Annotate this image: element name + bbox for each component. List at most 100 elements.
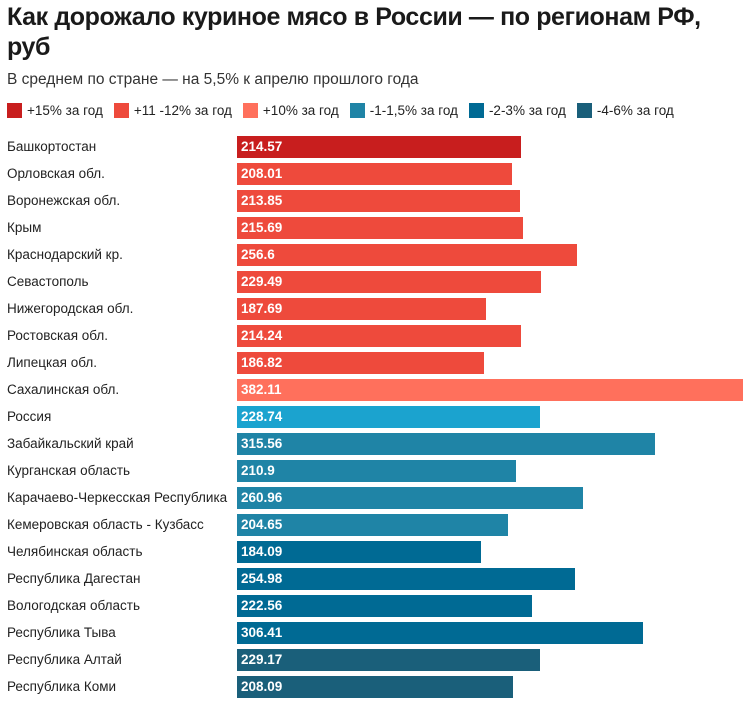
bar-row: Башкортостан 214.57 [0, 136, 754, 158]
category-label: Республика Коми [7, 679, 117, 694]
value-label: 254.98 [241, 571, 283, 586]
bar-row: Россия 228.74 [0, 406, 754, 428]
value-label: 306.41 [241, 625, 283, 640]
legend-swatch [576, 103, 592, 118]
legend-swatch [7, 103, 22, 118]
value-label: 228.74 [241, 409, 283, 424]
legend-label: +15% за год [27, 103, 103, 118]
bar: 210.9 [237, 460, 516, 482]
value-label: 260.96 [241, 490, 283, 505]
bar-row: Карачаево-Черкесская Республика 260.96 [0, 487, 754, 509]
category-label: Ростовская обл. [7, 328, 109, 343]
bar: 315.56 [237, 433, 655, 455]
bar-row: Воронежская обл. 213.85 [0, 190, 754, 212]
category-label: Воронежская обл. [7, 193, 121, 208]
bar: 213.85 [237, 190, 520, 212]
bar: 208.09 [237, 676, 513, 698]
category-label: Челябинская область [7, 544, 143, 559]
bar: 215.69 [237, 217, 523, 239]
bar: 254.98 [237, 568, 575, 590]
category-label: Севастополь [7, 274, 89, 289]
legend-label: -2-3% за год [488, 103, 566, 118]
legend-item-minus1-1-5: -1-1,5% за год [349, 103, 458, 118]
bar: 204.65 [237, 514, 508, 536]
value-label: 187.69 [241, 301, 283, 316]
value-label: 256.6 [241, 247, 275, 262]
category-label: Сахалинская обл. [7, 382, 120, 397]
bar: 228.74 [237, 406, 540, 428]
category-label: Кемеровская область - Кузбасс [7, 517, 204, 532]
category-label: Республика Дагестан [7, 571, 141, 586]
bar: 260.96 [237, 487, 583, 509]
category-label: Орловская обл. [7, 166, 105, 181]
legend-swatch [113, 103, 129, 118]
bar-row: Севастополь 229.49 [0, 271, 754, 293]
value-label: 315.56 [241, 436, 283, 451]
value-label: 382.11 [241, 382, 282, 397]
bar-row: Ростовская обл. 214.24 [0, 325, 754, 347]
bar: 382.11 [237, 379, 743, 401]
bar-row: Забайкальский край 315.56 [0, 433, 754, 455]
bar: 256.6 [237, 244, 577, 266]
bar: 214.24 [237, 325, 521, 347]
category-label: Республика Алтай [7, 652, 122, 667]
legend-item-plus11-12: +11 -12% за год [113, 103, 232, 118]
category-label: Республика Тыва [7, 625, 116, 640]
value-label: 214.57 [241, 139, 283, 154]
category-label: Курганская область [7, 463, 131, 478]
category-label: Забайкальский край [7, 436, 134, 451]
value-label: 222.56 [241, 598, 283, 613]
category-label: Башкортостан [7, 139, 97, 154]
bar: 229.49 [237, 271, 541, 293]
bar: 222.56 [237, 595, 532, 617]
bar: 208.01 [237, 163, 512, 185]
value-label: 229.17 [241, 652, 283, 667]
bar-row: Липецкая обл. 186.82 [0, 352, 754, 374]
legend-swatch [468, 103, 484, 118]
legend-label: -4-6% за год [596, 103, 674, 118]
legend-item-plus15: +15% за год [7, 103, 103, 118]
bar-row: Кемеровская область - Кузбасс 204.65 [0, 514, 754, 536]
bar-row: Курганская область 210.9 [0, 460, 754, 482]
bar-row: Крым 215.69 [0, 217, 754, 239]
bar: 306.41 [237, 622, 643, 644]
bar-row: Краснодарский кр. 256.6 [0, 244, 754, 266]
category-label: Крым [7, 220, 42, 235]
bar: 187.69 [237, 298, 486, 320]
value-label: 229.49 [241, 274, 283, 289]
bar: 229.17 [237, 649, 540, 671]
bar-row: Республика Коми 208.09 [0, 676, 754, 698]
value-label: 208.09 [241, 679, 283, 694]
value-label: 204.65 [241, 517, 283, 532]
category-label: Липецкая обл. [7, 355, 97, 370]
category-label: Краснодарский кр. [7, 247, 123, 262]
legend-item-minus2-3: -2-3% за год [468, 103, 566, 118]
bar-row: Орловская обл. 208.01 [0, 163, 754, 185]
category-label: Россия [7, 409, 52, 424]
legend-swatch [242, 103, 258, 118]
legend-label: -1-1,5% за год [369, 103, 458, 118]
value-label: 213.85 [241, 193, 283, 208]
value-label: 186.82 [241, 355, 283, 370]
value-label: 215.69 [241, 220, 283, 235]
value-label: 214.24 [241, 328, 283, 343]
legend: +15% за год +11 -12% за год +10% за год … [7, 103, 685, 118]
bar: 186.82 [237, 352, 484, 374]
legend-item-plus10: +10% за год [242, 103, 339, 118]
legend-swatch [349, 103, 365, 118]
category-label: Нижегородская обл. [7, 301, 134, 316]
bar-row: Республика Алтай 229.17 [0, 649, 754, 671]
category-label: Карачаево-Черкесская Республика [7, 490, 228, 505]
bar-row: Челябинская область 184.09 [0, 541, 754, 563]
bar: 214.57 [237, 136, 521, 158]
bar-row: Республика Тыва 306.41 [0, 622, 754, 644]
value-label: 184.09 [241, 544, 283, 559]
bar-row: Республика Дагестан 254.98 [0, 568, 754, 590]
value-label: 210.9 [241, 463, 275, 478]
bar-row: Сахалинская обл. 382.11 [0, 379, 754, 401]
bar: 184.09 [237, 541, 481, 563]
legend-label: +11 -12% за год [133, 103, 232, 118]
legend-label: +10% за год [262, 103, 339, 118]
chart-subtitle: В среднем по стране — на 5,5% к апрелю п… [7, 71, 419, 88]
category-label: Вологодская область [7, 598, 140, 613]
